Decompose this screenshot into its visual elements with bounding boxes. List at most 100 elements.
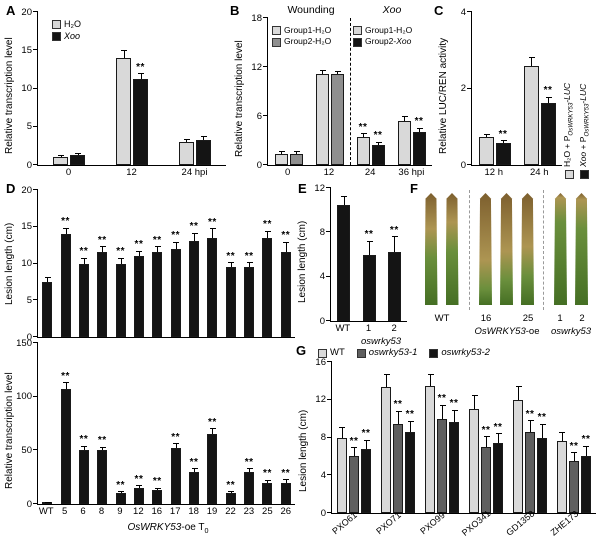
legend-label: H₂O + POsWRKY53-LUC: [562, 83, 575, 167]
significance-marker: **: [364, 229, 374, 241]
x-tick-label: GD1358: [503, 508, 537, 538]
bar: [362, 254, 376, 321]
bar: [262, 237, 273, 337]
significance-marker: **: [581, 434, 591, 445]
legend-swatch: [272, 26, 281, 36]
legend-entry: Group2-Xoo: [353, 36, 412, 47]
rice-leaf: [575, 193, 588, 305]
error-bar: [209, 228, 216, 238]
bar: [478, 137, 494, 165]
error-bar: [264, 479, 271, 483]
y-tick-label: 4: [320, 469, 326, 481]
legend-swatch: [429, 348, 439, 358]
error-bar: [121, 49, 127, 58]
error-bar: [228, 262, 235, 268]
bar: [337, 204, 351, 321]
text-part: OsWRKY53: [127, 522, 182, 533]
bar: [495, 142, 511, 165]
legend-entry: H₂O + POsWRKY53-LUC: [562, 9, 575, 179]
y-tick: [326, 187, 331, 188]
y-tick-label: 0: [319, 315, 325, 327]
error-bar: [527, 420, 534, 432]
panel-f-ko-group-label: oswrky53: [551, 326, 591, 337]
error-bar: [246, 262, 253, 268]
bar: [425, 385, 435, 513]
chart-body: 0 4 8 12 16 ** ** ** ** ** ** ** ** ** ** ** ** PXO61 PXO7…: [315, 357, 596, 540]
text-part: + P: [577, 136, 588, 152]
panel-g-legend: WT oswrky53-1 oswrky53-2: [318, 347, 490, 358]
bar: [133, 487, 144, 504]
panel-f-num-2: 2: [579, 313, 585, 324]
error-bar: [416, 127, 423, 132]
y-tick: [327, 512, 332, 513]
bar: [371, 144, 385, 165]
bar: [97, 450, 108, 504]
panel-f-oe-group-label: OsWRKY53-oe: [475, 326, 540, 337]
y-tick: [33, 225, 38, 227]
bar: [207, 237, 218, 337]
plot-area: 0 50 100 150 ** ** ** ** ** ** ** ** ** ** ** ** **: [16, 338, 295, 508]
significance-marker: **: [493, 421, 503, 433]
panel-b-label: B: [230, 3, 240, 18]
x-tick-label: 12: [323, 167, 335, 178]
significance-marker: **: [97, 234, 107, 246]
panel-f-wt-label: WT: [434, 313, 450, 324]
panel-b-legend-xoo: Group1-H₂O Group2-Xoo: [353, 25, 413, 47]
error-bar: [539, 423, 546, 438]
bar: [356, 137, 370, 165]
error-bar: [154, 487, 161, 491]
legend-swatch: [272, 37, 281, 47]
panel-f-num-16: 16: [480, 313, 492, 324]
text-part: Group2-: [365, 36, 397, 47]
error-bar: [363, 439, 370, 449]
error-bar: [75, 153, 82, 156]
x-axis-labels: WT 1 2: [330, 322, 407, 336]
error-bar: [293, 151, 300, 154]
y-tick-label: 20: [21, 6, 32, 18]
y-tick: [33, 336, 38, 337]
significance-marker: **: [152, 476, 162, 488]
y-axis-label: Lesion length (cm): [4, 222, 15, 306]
y-tick: [263, 164, 268, 165]
panel-f-oe-leaves: [470, 190, 544, 310]
text-part: 0: [204, 526, 209, 535]
y-tick-label: 0: [320, 507, 326, 519]
chart-body: 0 5 10 15 20 ** ** ** ** ** ** ** ** ** ** ** ** **: [21, 185, 295, 341]
bar: [207, 434, 218, 504]
error-bar: [334, 70, 341, 75]
panel-b-chart: Relative transcription level 0 6 12 18 ** ** **…: [234, 13, 432, 180]
significance-marker: **: [263, 219, 272, 231]
x-tick-label: 12 h: [484, 167, 504, 178]
y-tick-label: 18: [251, 12, 262, 24]
bar: [387, 252, 401, 321]
plot-area: 0 6 12 18 ** ** **: [251, 13, 432, 169]
panel-g-chart: Lesion length (cm) 0 4 8 12 16 ** ** ** ** ** ** ** *…: [298, 357, 596, 540]
panel-c-chart: Relative LUC/REN activity 0 2 4 ** ** 12 h 24 h: [438, 7, 562, 180]
panel-a-legend: H₂O Xoo: [52, 19, 81, 42]
text-part: oswrky53: [360, 336, 402, 347]
y-tick-label: 6: [256, 110, 262, 122]
significance-marker: **: [281, 230, 291, 242]
text-part: Group1-H₂O: [365, 25, 413, 35]
significance-marker: **: [358, 121, 368, 133]
bar: [449, 422, 459, 513]
error-bar: [81, 257, 88, 264]
rice-leaf: [445, 193, 459, 305]
text-part: Xoo: [64, 30, 81, 41]
text-part: oswrky53-1: [368, 347, 418, 358]
y-tick-label: 0: [26, 498, 32, 510]
x-tick-label: 19: [206, 506, 218, 517]
significance-marker: **: [349, 435, 359, 447]
error-bar: [351, 447, 358, 457]
y-axis-label: Lesion length (cm): [298, 409, 309, 493]
error-bar: [483, 436, 490, 447]
significance-marker: **: [207, 416, 217, 428]
legend-swatch: [564, 170, 574, 179]
bar: [513, 399, 523, 513]
error-bar: [471, 395, 478, 410]
chart-body: 0 5 10 15 20 ** 0 12 24 hpi: [21, 7, 226, 180]
x-axis-labels: PXO61 PXO71 PXO99 PXO341 GD1358 ZHE173: [330, 508, 596, 540]
x-tick-label: 0: [284, 167, 291, 178]
bar: [556, 441, 567, 513]
